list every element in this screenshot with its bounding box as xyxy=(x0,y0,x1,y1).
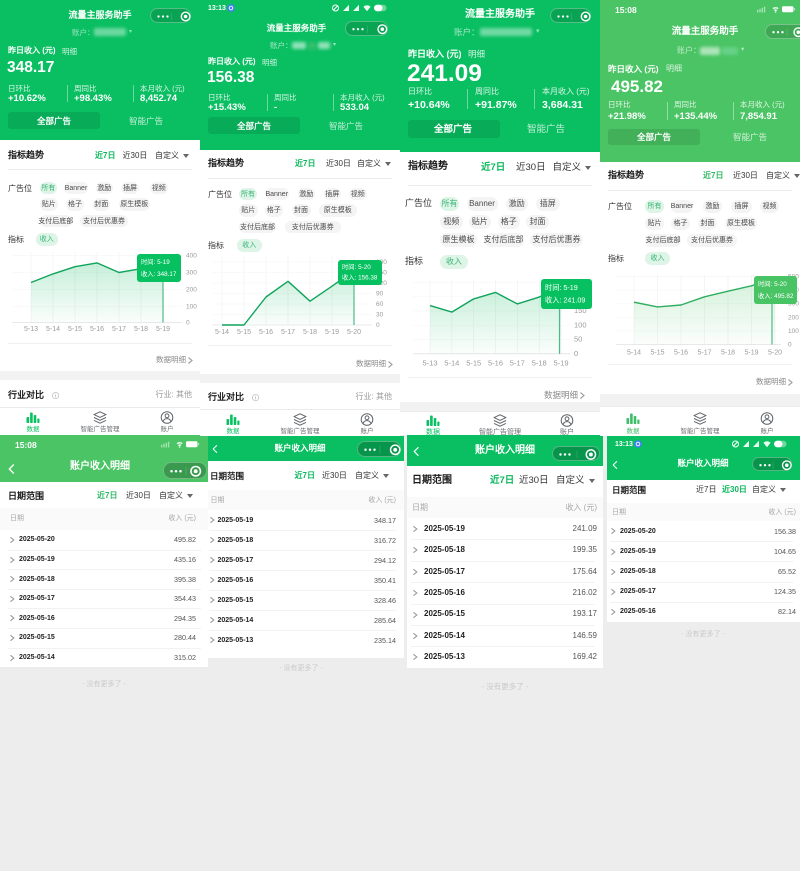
svg-text:5-20: 5-20 xyxy=(768,350,782,357)
svg-text:5-18: 5-18 xyxy=(303,329,317,336)
svg-text:300: 300 xyxy=(788,301,799,308)
svg-text:5-19: 5-19 xyxy=(156,326,170,333)
svg-text:5-13: 5-13 xyxy=(24,326,38,333)
svg-text:5-17: 5-17 xyxy=(697,350,711,357)
svg-text:5-17: 5-17 xyxy=(281,329,295,336)
svg-text:5-16: 5-16 xyxy=(488,359,503,368)
svg-text:60: 60 xyxy=(376,301,384,308)
svg-text:收入: 348.17: 收入: 348.17 xyxy=(141,269,177,278)
svg-text:120: 120 xyxy=(376,280,387,287)
svg-text:5-16: 5-16 xyxy=(259,329,273,336)
svg-text:5-18: 5-18 xyxy=(134,326,148,333)
svg-text:300: 300 xyxy=(186,270,197,277)
svg-text:5-15: 5-15 xyxy=(466,359,481,368)
svg-text:5-14: 5-14 xyxy=(627,350,641,357)
svg-text:5-20: 5-20 xyxy=(347,329,361,336)
svg-text:5-14: 5-14 xyxy=(46,326,60,333)
svg-text:50: 50 xyxy=(574,335,582,344)
svg-text:0: 0 xyxy=(186,320,190,327)
svg-text:5-18: 5-18 xyxy=(532,359,547,368)
svg-text:150: 150 xyxy=(574,306,587,315)
svg-text:5-13: 5-13 xyxy=(422,359,437,368)
svg-text:5-19: 5-19 xyxy=(553,359,568,368)
svg-text:5-16: 5-16 xyxy=(674,350,688,357)
svg-text:5-19: 5-19 xyxy=(325,329,339,336)
svg-text:100: 100 xyxy=(788,328,799,335)
svg-text:100: 100 xyxy=(574,320,587,329)
svg-text:时间: 5-19: 时间: 5-19 xyxy=(545,283,578,292)
svg-text:0: 0 xyxy=(574,349,578,358)
svg-text:90: 90 xyxy=(376,291,384,298)
svg-text:5-15: 5-15 xyxy=(237,329,251,336)
svg-text:时间: 5-20: 时间: 5-20 xyxy=(342,262,371,271)
svg-text:时间: 5-19: 时间: 5-19 xyxy=(141,257,170,266)
svg-text:5-19: 5-19 xyxy=(744,350,758,357)
svg-text:5-14: 5-14 xyxy=(444,359,459,368)
svg-text:5-15: 5-15 xyxy=(68,326,82,333)
svg-text:400: 400 xyxy=(186,253,197,260)
svg-text:30: 30 xyxy=(376,312,384,319)
svg-text:100: 100 xyxy=(186,304,197,311)
svg-text:5-17: 5-17 xyxy=(510,359,525,368)
svg-text:5-14: 5-14 xyxy=(215,329,229,336)
svg-text:0: 0 xyxy=(376,322,380,329)
svg-text:时间: 5-20: 时间: 5-20 xyxy=(758,279,787,288)
svg-text:5-16: 5-16 xyxy=(90,326,104,333)
svg-text:200: 200 xyxy=(186,287,197,294)
svg-text:5-18: 5-18 xyxy=(721,350,735,357)
svg-text:收入: 495.82: 收入: 495.82 xyxy=(758,291,794,300)
svg-text:收入: 156.38: 收入: 156.38 xyxy=(342,273,378,282)
svg-text:0: 0 xyxy=(788,342,792,349)
svg-text:收入: 241.09: 收入: 241.09 xyxy=(545,295,585,304)
svg-text:5-17: 5-17 xyxy=(112,326,126,333)
svg-text:200: 200 xyxy=(788,314,799,321)
svg-text:5-15: 5-15 xyxy=(650,350,664,357)
